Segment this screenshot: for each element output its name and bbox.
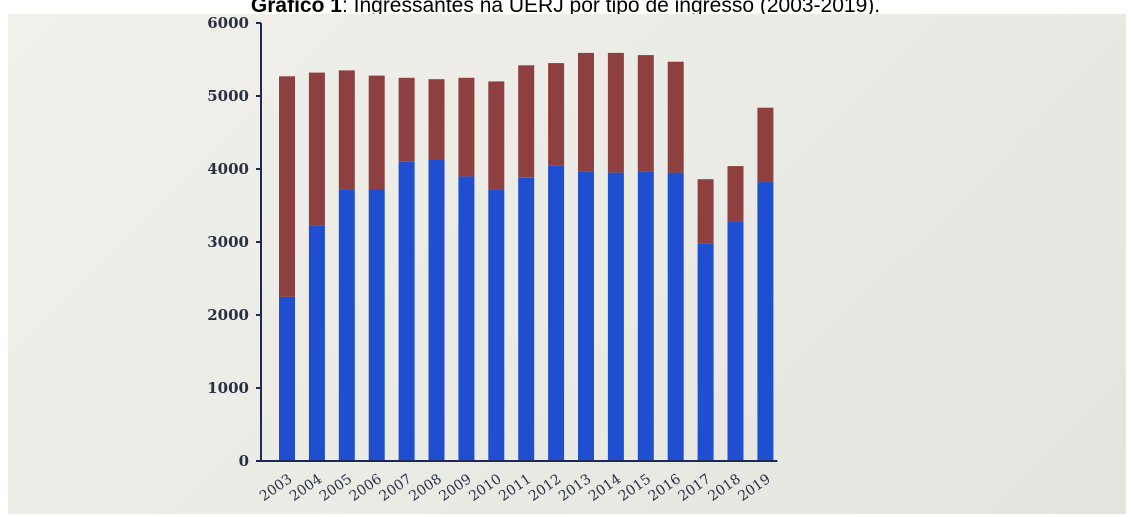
bar-2013-segment-1 bbox=[578, 171, 594, 461]
bar-2014-segment-1 bbox=[607, 172, 624, 461]
bar-2009-segment-2 bbox=[458, 77, 475, 177]
bar-2016-segment-1 bbox=[667, 172, 684, 461]
x-tick-label-2006: 2006 bbox=[347, 471, 385, 505]
bar-2008-segment-1 bbox=[428, 159, 445, 461]
x-tick-label-2016: 2016 bbox=[646, 471, 684, 505]
y-tick-label: 1000 bbox=[207, 379, 249, 397]
bars-group bbox=[279, 52, 774, 462]
x-tick-label-2012: 2012 bbox=[526, 471, 564, 505]
y-tick-label: 3000 bbox=[207, 233, 249, 251]
x-tick-label-2010: 2010 bbox=[466, 471, 504, 505]
x-tick-label-2004: 2004 bbox=[287, 471, 325, 505]
y-tick-label: 2000 bbox=[207, 306, 249, 324]
x-tick-label-2005: 2005 bbox=[317, 471, 355, 505]
x-tick-label-2014: 2014 bbox=[586, 471, 624, 505]
bar-2015-segment-2 bbox=[637, 55, 654, 172]
bar-2010-segment-2 bbox=[488, 81, 505, 190]
chart-photo: 0 1000 2000 3000 4000 5000 6000 2003 2004 2005 20… bbox=[8, 14, 1126, 514]
x-tick-label-2011: 2011 bbox=[496, 471, 534, 505]
bar-2011-segment-1 bbox=[518, 177, 535, 462]
x-tick-label-2007: 2007 bbox=[377, 471, 415, 505]
bar-2018-segment-2 bbox=[727, 166, 744, 222]
bar-2005-segment-1 bbox=[338, 189, 355, 461]
bar-2005-segment-2 bbox=[338, 70, 355, 190]
bar-2012-segment-2 bbox=[548, 63, 565, 166]
bar-2014-segment-2 bbox=[607, 52, 624, 173]
bar-2006-segment-2 bbox=[368, 75, 385, 190]
x-ticks-group: 2003200420052006200720082009201020112012… bbox=[257, 471, 774, 505]
x-tick-label-2017: 2017 bbox=[676, 471, 714, 505]
bar-2004-segment-2 bbox=[308, 72, 325, 226]
bar-2012-segment-1 bbox=[548, 165, 565, 462]
bar-2017-segment-1 bbox=[697, 243, 714, 461]
bar-2006-segment-1 bbox=[368, 189, 385, 461]
bar-2010-segment-1 bbox=[488, 189, 505, 461]
x-tick-label-2018: 2018 bbox=[705, 471, 743, 505]
bar-2003-segment-1 bbox=[279, 296, 295, 462]
bar-2018-segment-1 bbox=[727, 221, 744, 461]
bar-2019-segment-1 bbox=[757, 182, 774, 461]
bar-2007-segment-1 bbox=[398, 161, 415, 461]
bar-2011-segment-2 bbox=[518, 65, 535, 178]
x-tick-label-2019: 2019 bbox=[735, 471, 773, 505]
y-tick-label: 4000 bbox=[207, 160, 249, 178]
y-ticks-group: 0 1000 2000 3000 4000 5000 6000 bbox=[207, 14, 261, 470]
bar-2008-segment-2 bbox=[428, 79, 445, 160]
x-tick-label-2015: 2015 bbox=[616, 471, 654, 505]
y-tick-label: 5000 bbox=[207, 87, 249, 105]
chart-caption: Gráfico 1: Ingressantes na UERJ por tipo… bbox=[0, 0, 1131, 18]
bar-2015-segment-1 bbox=[637, 171, 654, 461]
bar-2004-segment-1 bbox=[308, 225, 325, 461]
bar-2003-segment-2 bbox=[279, 76, 295, 297]
bar-2007-segment-2 bbox=[398, 77, 415, 162]
caption-label: Gráfico 1 bbox=[250, 0, 342, 17]
x-tick-label-2013: 2013 bbox=[556, 471, 594, 505]
bar-2017-segment-2 bbox=[697, 179, 714, 244]
y-tick-label: 6000 bbox=[207, 14, 249, 32]
bar-2016-segment-2 bbox=[667, 61, 684, 173]
bar-2009-segment-1 bbox=[458, 176, 475, 462]
caption-text: : Ingressantes na UERJ por tipo de ingre… bbox=[341, 0, 881, 17]
y-tick-label: 0 bbox=[239, 452, 249, 470]
x-tick-label-2009: 2009 bbox=[436, 471, 474, 505]
x-tick-label-2008: 2008 bbox=[406, 471, 444, 505]
x-tick-label-2003: 2003 bbox=[257, 471, 295, 505]
bar-2013-segment-2 bbox=[578, 52, 594, 172]
bar-2019-segment-2 bbox=[757, 107, 774, 183]
